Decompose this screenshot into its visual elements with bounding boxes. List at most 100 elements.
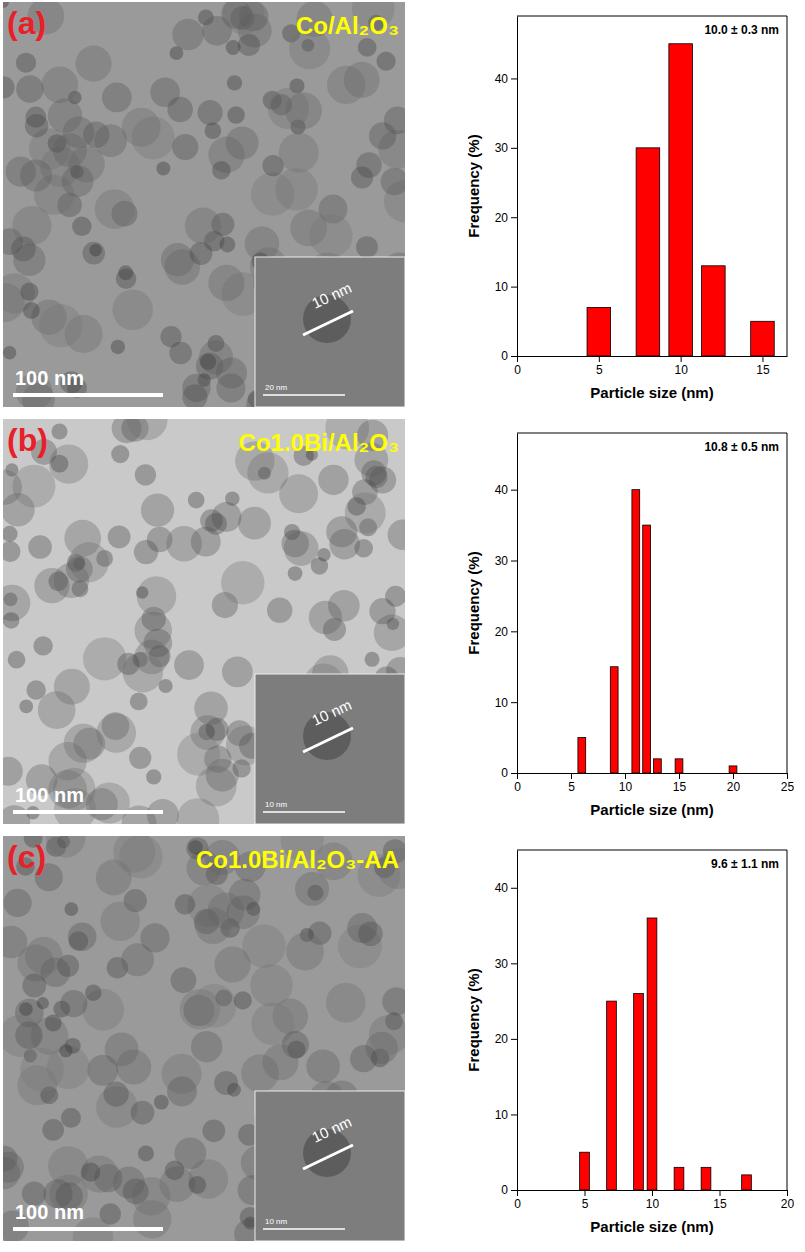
x-tick: 0: [514, 1190, 521, 1211]
texture-blob: [23, 302, 40, 319]
inset-scale-label: 10 nm: [265, 800, 288, 809]
x-tick-mark: [571, 773, 572, 779]
texture-blob: [26, 680, 45, 699]
y-tick-label: 40: [495, 72, 509, 86]
texture-blob: [20, 1048, 64, 1092]
frame-top: [517, 16, 787, 17]
inset-scale-bar: [263, 394, 345, 396]
frame-right: [787, 16, 788, 356]
y-tick: 0: [501, 1183, 517, 1197]
x-axis: 0510152025: [514, 773, 794, 794]
texture-blob: [198, 100, 223, 125]
bar: [675, 759, 683, 773]
bar: [632, 490, 640, 773]
texture-blob: [85, 984, 102, 1001]
x-tick-label: 25: [781, 780, 795, 794]
texture-blob: [20, 283, 38, 301]
texture-blob: [369, 598, 395, 624]
panel-label: (c): [7, 839, 46, 875]
y-tick-label: 20: [495, 211, 509, 225]
inset-measure-line: [303, 728, 353, 752]
x-tick-mark: [720, 1190, 721, 1196]
texture-blob: [89, 244, 102, 257]
texture-blob: [295, 872, 329, 906]
x-axis-title: Particle size (nm): [590, 1218, 713, 1235]
bars: [578, 490, 737, 773]
bar: [587, 307, 611, 356]
y-axis-title: Frequency (%): [465, 134, 482, 237]
texture-blob: [81, 1162, 100, 1181]
texture-blob: [384, 107, 405, 135]
texture-blob: [137, 576, 177, 616]
texture-blob: [25, 937, 63, 975]
x-tick: 10: [646, 1190, 660, 1211]
x-tick-label: 10: [646, 1197, 660, 1211]
inset-scale-label: 10 nm: [265, 1217, 288, 1226]
texture-blob: [216, 357, 247, 388]
texture-blob: [117, 653, 139, 675]
texture-blob: [42, 1119, 64, 1141]
texture-blob: [138, 1145, 154, 1161]
x-tick-mark: [787, 1190, 788, 1196]
y-tick-mark: [511, 1190, 517, 1191]
inset-measure-line: [303, 311, 353, 335]
y-tick-label: 0: [501, 766, 508, 780]
y-tick-mark: [511, 963, 517, 964]
y-tick: 20: [495, 211, 517, 225]
texture-blob: [25, 107, 46, 128]
texture-blob: [171, 967, 197, 993]
y-tick: 0: [501, 349, 517, 363]
y-tick: 30: [495, 141, 517, 155]
y-tick: 20: [495, 1032, 517, 1046]
texture-blob: [306, 1049, 340, 1083]
texture-blob: [94, 124, 127, 157]
texture-blob: [102, 83, 132, 113]
texture-blob: [311, 557, 328, 574]
texture-blob: [95, 189, 135, 229]
texture-blob: [60, 990, 87, 1017]
texture-blob: [376, 52, 395, 71]
texture-blob: [226, 127, 259, 160]
y-tick-label: 10: [495, 280, 509, 294]
y-axis-title: Frequency (%): [465, 968, 482, 1071]
y-axis: 010203040: [495, 434, 518, 781]
texture-blob: [154, 1095, 169, 1110]
tem-image: 10 nm10 nm100 nm: [3, 836, 405, 1241]
texture-blob: [116, 269, 136, 289]
y-tick: 40: [495, 483, 517, 497]
texture-blob: [262, 1044, 298, 1080]
inset-scale-bar: [263, 1228, 345, 1230]
bar: [701, 1167, 711, 1190]
x-tick-mark: [733, 773, 734, 779]
texture-blob: [222, 656, 253, 687]
texture-blob: [344, 62, 380, 98]
bar: [729, 766, 737, 773]
texture-blob: [170, 46, 184, 60]
texture-blob: [131, 1101, 155, 1125]
x-tick-label: 15: [756, 363, 770, 377]
texture-blob: [279, 474, 318, 513]
scale-bar: [13, 1227, 163, 1231]
texture-blob: [223, 2, 264, 34]
y-tick-label: 40: [495, 483, 509, 497]
texture-blob: [250, 964, 292, 1006]
x-tick-label: 5: [568, 780, 575, 794]
y-tick: 10: [495, 1108, 517, 1122]
x-tick: 10: [674, 356, 688, 377]
y-axis-line: [517, 851, 518, 1191]
x-tick-label: 10: [619, 780, 633, 794]
y-tick: 40: [495, 881, 517, 895]
texture-blob: [121, 943, 154, 976]
texture-blob: [328, 590, 360, 622]
x-tick-label: 20: [727, 780, 741, 794]
x-tick-label: 0: [514, 363, 521, 377]
y-tick-label: 10: [495, 1108, 509, 1122]
texture-blob: [165, 1161, 185, 1181]
bar: [751, 321, 775, 356]
texture-blob: [358, 921, 383, 946]
x-tick-mark: [517, 1190, 518, 1196]
texture-blob: [69, 542, 109, 582]
texture-blob: [112, 290, 153, 331]
texture-blob: [279, 133, 319, 173]
x-tick-label: 15: [673, 780, 687, 794]
